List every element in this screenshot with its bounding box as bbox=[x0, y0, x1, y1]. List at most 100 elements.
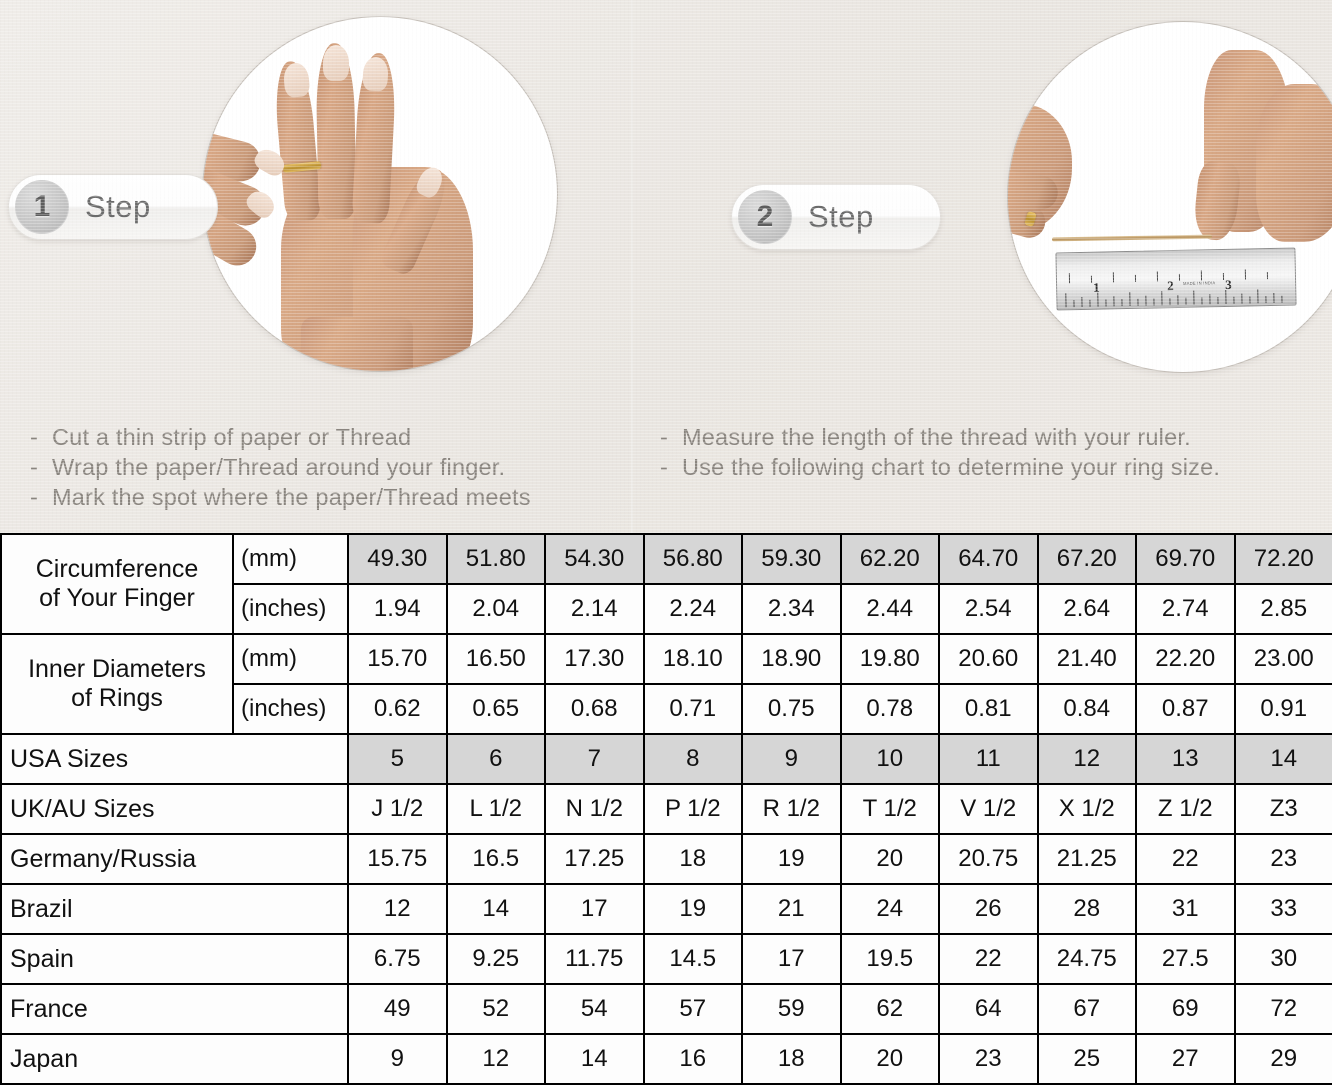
table-cell: 21.40 bbox=[1038, 634, 1137, 684]
table-cell: 11.75 bbox=[545, 934, 644, 984]
table-cell: 54.30 bbox=[545, 534, 644, 584]
table-cell: 12 bbox=[1038, 734, 1137, 784]
table-cell: 2.04 bbox=[447, 584, 546, 634]
table-cell: 8 bbox=[644, 734, 743, 784]
table-cell: V 1/2 bbox=[939, 784, 1038, 834]
row-label: Germany/Russia bbox=[1, 834, 348, 884]
thread bbox=[1052, 235, 1212, 242]
table-cell: 17 bbox=[545, 884, 644, 934]
table-cell: 49.30 bbox=[348, 534, 447, 584]
table-cell: 12 bbox=[348, 884, 447, 934]
table-cell: Z3 bbox=[1235, 784, 1332, 834]
table-cell: 2.74 bbox=[1136, 584, 1235, 634]
table-cell: 59 bbox=[742, 984, 841, 1034]
instruction-item: - Wrap the paper/Thread around your fing… bbox=[30, 452, 630, 482]
table-cell: 69.70 bbox=[1136, 534, 1235, 584]
table-cell: 59.30 bbox=[742, 534, 841, 584]
step-2-label: Step bbox=[808, 199, 874, 235]
ruler-mark-1: 1 bbox=[1093, 280, 1100, 296]
table-cell: 22 bbox=[939, 934, 1038, 984]
dash-bullet-icon: - bbox=[660, 452, 682, 482]
table-cell: 2.85 bbox=[1235, 584, 1332, 634]
table-cell: 22.20 bbox=[1136, 634, 1235, 684]
table-cell: 0.68 bbox=[545, 684, 644, 734]
table-cell: 20 bbox=[841, 834, 940, 884]
table-cell: 11 bbox=[939, 734, 1038, 784]
hand-with-ring-illustration bbox=[203, 17, 557, 371]
table-cell: 72 bbox=[1235, 984, 1332, 1034]
table-cell: 14 bbox=[545, 1034, 644, 1084]
table-cell: 2.24 bbox=[644, 584, 743, 634]
table-cell: 19.80 bbox=[841, 634, 940, 684]
table-cell: 9 bbox=[742, 734, 841, 784]
table-cell: 0.71 bbox=[644, 684, 743, 734]
dash-bullet-icon: - bbox=[660, 422, 682, 452]
step-1-label: Step bbox=[85, 189, 151, 225]
table-cell: P 1/2 bbox=[644, 784, 743, 834]
table-cell: 27.5 bbox=[1136, 934, 1235, 984]
table-cell: 24.75 bbox=[1038, 934, 1137, 984]
table-cell: T 1/2 bbox=[841, 784, 940, 834]
table-cell: 72.20 bbox=[1235, 534, 1332, 584]
table-cell: 13 bbox=[1136, 734, 1235, 784]
table-cell: 31 bbox=[1136, 884, 1235, 934]
table-cell: 18.90 bbox=[742, 634, 841, 684]
table-cell: 18 bbox=[742, 1034, 841, 1084]
table-cell: 30 bbox=[1235, 934, 1332, 984]
table-cell: 19 bbox=[644, 884, 743, 934]
table-cell: 2.54 bbox=[939, 584, 1038, 634]
table-cell: 14 bbox=[447, 884, 546, 934]
step-1-badge: 1 Step bbox=[8, 174, 218, 240]
table-cell: 17.25 bbox=[545, 834, 644, 884]
table-cell: 51.80 bbox=[447, 534, 546, 584]
instruction-text: Use the following chart to determine you… bbox=[682, 452, 1220, 482]
table-cell: N 1/2 bbox=[545, 784, 644, 834]
table-cell: 26 bbox=[939, 884, 1038, 934]
table-cell: 14.5 bbox=[644, 934, 743, 984]
table-cell: 2.34 bbox=[742, 584, 841, 634]
instruction-text: Mark the spot where the paper/Thread mee… bbox=[52, 482, 531, 512]
table-cell: 21.25 bbox=[1038, 834, 1137, 884]
table-cell: R 1/2 bbox=[742, 784, 841, 834]
table-cell: 9 bbox=[348, 1034, 447, 1084]
row-group-label-line: Inner Diameters bbox=[8, 655, 226, 684]
thread-and-ruler-illustration: 1 2 3 MADE IN INDIA bbox=[1008, 22, 1332, 372]
table-cell: 2.44 bbox=[841, 584, 940, 634]
dash-bullet-icon: - bbox=[30, 422, 52, 452]
table-cell: 23 bbox=[939, 1034, 1038, 1084]
row-group-label-line: of Your Finger bbox=[8, 584, 226, 613]
table-cell: 20.60 bbox=[939, 634, 1038, 684]
ruler: 1 2 3 MADE IN INDIA bbox=[1055, 247, 1296, 310]
table-cell: L 1/2 bbox=[447, 784, 546, 834]
row-label: Spain bbox=[1, 934, 348, 984]
step-2-instructions: - Measure the length of the thread with … bbox=[660, 422, 1325, 482]
table-cell: 67 bbox=[1038, 984, 1137, 1034]
row-label: USA Sizes bbox=[1, 734, 348, 784]
instruction-text: Wrap the paper/Thread around your finger… bbox=[52, 452, 505, 482]
unit-label: (mm) bbox=[233, 534, 348, 584]
unit-label: (mm) bbox=[233, 634, 348, 684]
table-cell: 24 bbox=[841, 884, 940, 934]
instruction-text: Measure the length of the thread with yo… bbox=[682, 422, 1191, 452]
table-cell: 0.84 bbox=[1038, 684, 1137, 734]
table-cell: 0.65 bbox=[447, 684, 546, 734]
instruction-item: - Use the following chart to determine y… bbox=[660, 452, 1325, 482]
row-label: Japan bbox=[1, 1034, 348, 1084]
table-cell: 16 bbox=[644, 1034, 743, 1084]
table-cell: 0.91 bbox=[1235, 684, 1332, 734]
table-cell: 33 bbox=[1235, 884, 1332, 934]
table-cell: 18 bbox=[644, 834, 743, 884]
unit-label: (inches) bbox=[233, 684, 348, 734]
instruction-text: Cut a thin strip of paper or Thread bbox=[52, 422, 411, 452]
table-cell: 15.70 bbox=[348, 634, 447, 684]
table-cell: 2.14 bbox=[545, 584, 644, 634]
